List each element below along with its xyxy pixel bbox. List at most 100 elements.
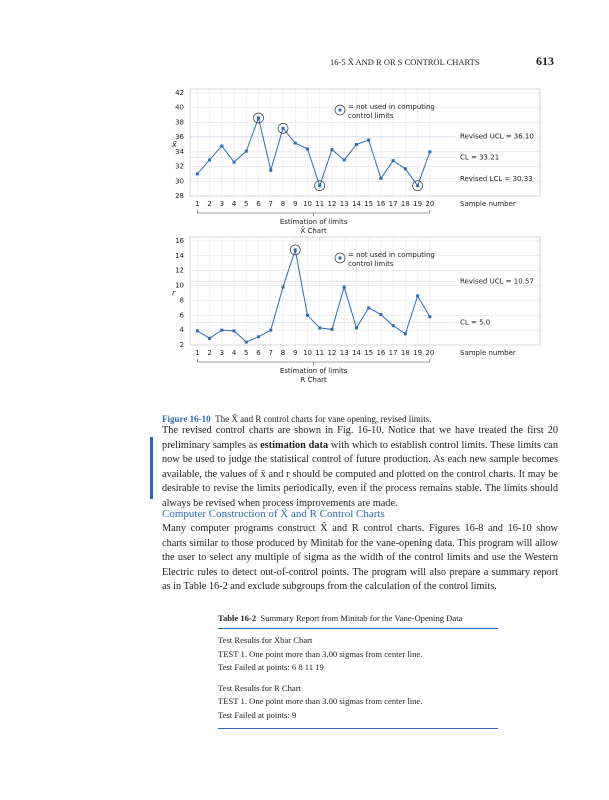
x-tick-label: 2 (207, 200, 211, 208)
x-tick-label: 11 (315, 200, 324, 208)
x-tick-label: 16 (376, 200, 385, 208)
x-tick-label: 9 (293, 200, 297, 208)
y-tick-label: 12 (175, 267, 184, 275)
x-tick-label: 17 (389, 349, 398, 357)
x-tick-label: 10 (303, 349, 312, 357)
x-tick-label: 4 (232, 349, 237, 357)
data-point (342, 158, 346, 162)
x-tick-label: 16 (376, 349, 385, 357)
note-icon-dot (338, 108, 342, 112)
x-tick-label: 14 (352, 200, 361, 208)
y-tick-label: 30 (175, 177, 184, 185)
data-point (281, 126, 285, 130)
table-row: Test Results for R Chart (218, 682, 301, 693)
x-tick-label: 1 (195, 200, 199, 208)
table-row: TEST 1. One point more than 3.00 sigmas … (218, 648, 423, 659)
series-line (197, 249, 431, 343)
y-tick-label: 6 (180, 311, 185, 319)
data-point (403, 332, 407, 336)
table-row: Test Results for Xbar Chart (218, 635, 313, 645)
y-tick-label: 38 (175, 118, 184, 126)
table-group: Test Results for Xbar Chart TEST 1. One p… (218, 629, 498, 677)
y-tick-label: 16 (175, 237, 184, 245)
y-tick-label: 36 (175, 133, 184, 141)
data-point (367, 138, 371, 142)
note-text: = not used in computing (348, 251, 435, 259)
excluded-marker (412, 180, 423, 192)
data-point (208, 158, 212, 162)
x-tick-label: 13 (340, 200, 349, 208)
data-point (220, 144, 224, 148)
x-tick-label: 12 (327, 349, 336, 357)
control-limit-label: Revised UCL = 36.10 (460, 132, 534, 140)
margin-bar (150, 437, 153, 499)
table-row: Test Failed at points: 9 (218, 709, 297, 720)
y-tick-label: 34 (175, 148, 184, 156)
y-axis-label: x̄ (171, 140, 177, 149)
y-axis-label: r (172, 289, 176, 298)
excluded-marker (253, 112, 264, 124)
caption-label: Figure 16-10 (162, 414, 211, 424)
data-point (403, 167, 407, 171)
data-point (354, 143, 358, 146)
data-point (367, 306, 371, 310)
span-bracket (197, 359, 431, 365)
note-text: control limits (348, 112, 394, 120)
x-tick-label: 18 (401, 349, 410, 357)
y-tick-label: 8 (180, 296, 184, 304)
x-tick-label: 18 (401, 200, 410, 208)
data-point (281, 285, 285, 289)
note-text: control limits (348, 260, 394, 268)
data-point (416, 294, 420, 298)
figure-caption: Figure 16-10 The X̄ and R control charts… (162, 414, 432, 424)
x-axis-label: Sample number (460, 200, 516, 208)
data-point (318, 326, 322, 330)
table-row: Test Failed at points: 6 8 11 19 (218, 662, 324, 672)
data-point (342, 285, 346, 289)
x-tick-label: 3 (220, 200, 224, 208)
x-axis-label: Sample number (460, 349, 516, 357)
x-tick-label: 13 (340, 349, 349, 357)
x-tick-label: 6 (256, 200, 261, 208)
x-tick-label: 10 (303, 200, 312, 208)
y-tick-label: 10 (175, 282, 184, 290)
text-run: estimation data (260, 439, 329, 451)
x-tick-label: 1 (195, 349, 199, 357)
excluded-marker (314, 180, 326, 192)
data-point (428, 315, 432, 319)
y-tick-label: 14 (175, 252, 184, 260)
y-tick-label: 4 (180, 326, 185, 334)
x-tick-label: 4 (232, 200, 237, 208)
x-tick-label: 14 (352, 349, 361, 357)
y-tick-label: 42 (175, 89, 184, 97)
running-title: 16-5 X̄ AND R OR S CONTROL CHARTS (330, 57, 480, 67)
data-point (391, 324, 395, 328)
data-point (208, 336, 212, 340)
series-line (196, 116, 431, 188)
note-icon (334, 104, 346, 116)
x-tick-label: 7 (269, 200, 273, 208)
y-tick-label: 32 (175, 163, 184, 171)
data-point (305, 147, 309, 151)
paragraph: Many computer programs construct X̄ and … (162, 522, 558, 595)
data-point (379, 313, 383, 317)
table-caption: Table 16-2 Summary Report from Minitab f… (218, 613, 498, 629)
span-bracket (197, 210, 431, 216)
x-tick-label: 3 (220, 349, 224, 357)
data-point (330, 327, 334, 331)
x-tick-label: 5 (244, 200, 248, 208)
table-title: Summary Report from Minitab for the Vane… (260, 613, 463, 623)
data-point (195, 172, 199, 176)
page-number: 613 (536, 54, 554, 68)
data-point (220, 328, 224, 332)
x-tick-label: 15 (364, 349, 373, 357)
table-row: TEST 1. One point more than 3.00 sigmas … (218, 696, 423, 706)
text-run: with which to establish control limits. … (162, 439, 558, 509)
table-label: Table 16-2 (218, 613, 257, 623)
data-point (330, 148, 334, 152)
caption-text: The X̄ and R control charts for vane ope… (215, 414, 432, 424)
paragraph: The revised control charts are shown in … (162, 424, 558, 512)
data-point (232, 160, 236, 164)
